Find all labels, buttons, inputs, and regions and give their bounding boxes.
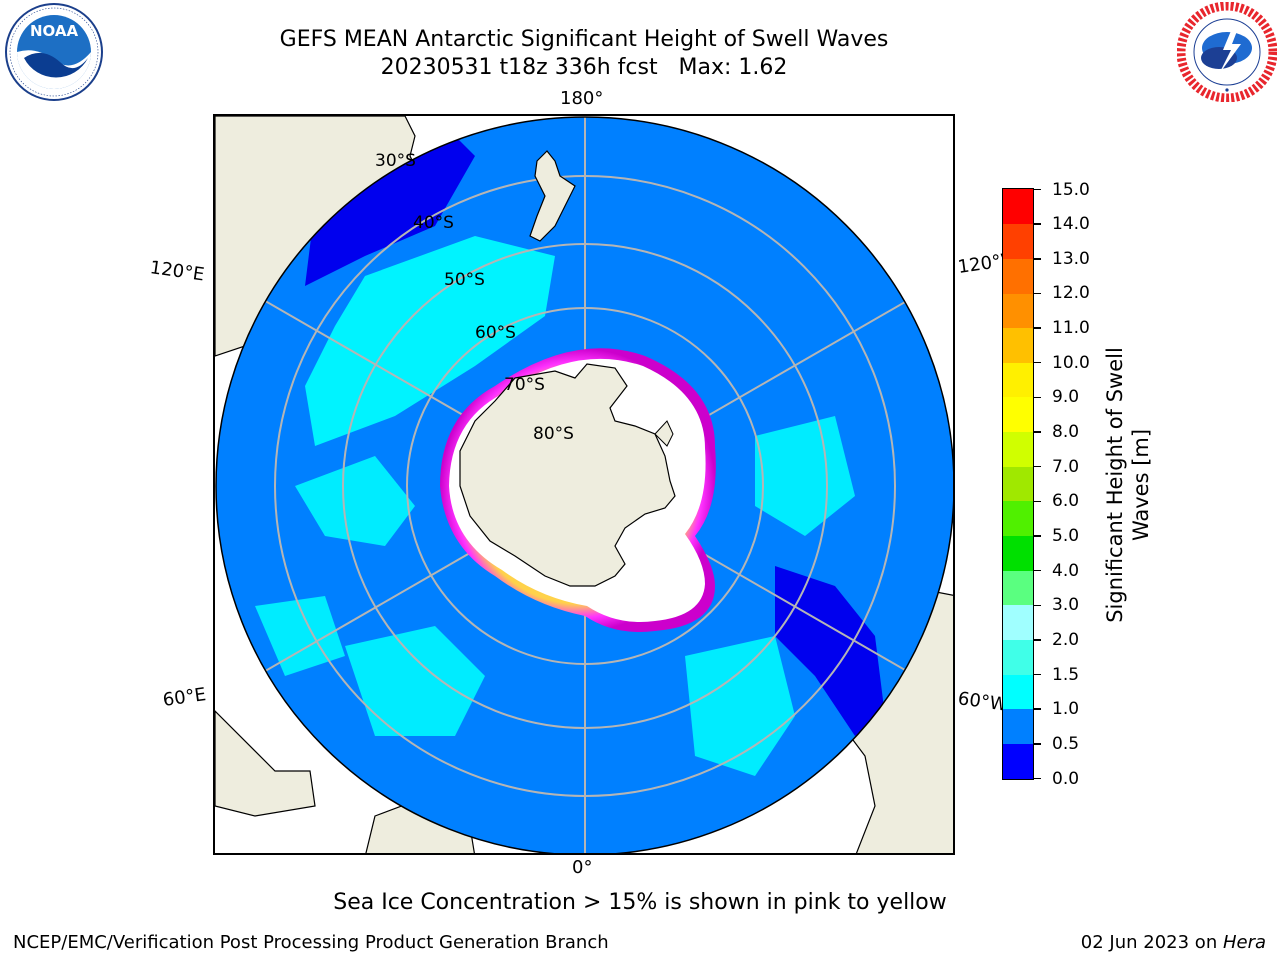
- colorbar-segment: [1003, 466, 1033, 502]
- land-antarctic-peninsula: [654, 420, 674, 447]
- colorbar-tick: [1034, 327, 1041, 329]
- footer-system: Hera: [1222, 932, 1266, 953]
- lat-label-30s: 30°S: [375, 151, 416, 171]
- lat-label-60s: 60°S: [475, 323, 516, 343]
- colorbar-tick: [1034, 639, 1041, 641]
- lat-label-80s: 80°S: [533, 424, 574, 444]
- colorbar-segment: [1003, 431, 1033, 467]
- colorbar-tick: [1034, 673, 1041, 676]
- chart-subtitle: 20230531 t18z 336h fcst Max: 1.62: [380, 55, 788, 80]
- lat-label-40s: 40°S: [413, 213, 454, 233]
- colorbar-segment: [1003, 535, 1033, 571]
- footer-date-text: 02 Jun 2023 on: [1080, 932, 1223, 953]
- colorbar-tick: [1034, 500, 1041, 503]
- sea-ice-caption: Sea Ice Concentration > 15% is shown in …: [333, 890, 947, 915]
- colorbar-tick: [1034, 396, 1041, 399]
- noaa-logo: NOAA: [5, 3, 103, 101]
- swell-patch-pacific-1: [755, 416, 855, 536]
- swell-low-band-tasman: [305, 136, 475, 286]
- colorbar-tick: [1034, 188, 1041, 191]
- lon-label-120e: 120°E: [148, 257, 206, 286]
- colorbar-segment: [1003, 292, 1033, 329]
- colorbar-tick-label: 14.0: [1052, 214, 1090, 235]
- colorbar-tick: [1034, 708, 1041, 710]
- land-antarctica: [459, 363, 676, 587]
- colorbar-tick-label: 0.0: [1052, 768, 1080, 789]
- lon-label-60e: 60°E: [161, 684, 208, 711]
- colorbar-tick-label: 6.0: [1052, 491, 1080, 512]
- colorbar-segment: [1003, 396, 1033, 433]
- swell-patch-indian-2: [295, 456, 415, 546]
- lon-label-0: 0°: [572, 857, 593, 878]
- swell-patch-atlantic-3: [685, 636, 795, 776]
- colorbar-tick-label: 11.0: [1052, 318, 1090, 339]
- colorbar-tick: [1034, 604, 1041, 606]
- colorbar-segment: [1003, 674, 1033, 710]
- footer-date: 02 Jun 2023 on Hera: [1081, 932, 1266, 953]
- colorbar-tick-label: 7.0: [1052, 456, 1080, 477]
- colorbar-tick: [1034, 743, 1041, 745]
- colorbar-segment: [1003, 500, 1033, 537]
- colorbar-tick: [1034, 292, 1041, 295]
- colorbar-tick: [1034, 569, 1041, 572]
- colorbar-tick: [1034, 535, 1041, 537]
- map-panel: [213, 114, 955, 855]
- colorbar-segment: [1003, 362, 1033, 398]
- colorbar-segment: [1003, 327, 1033, 363]
- colorbar-tick: [1034, 777, 1041, 780]
- swell-low-band-patagonia: [775, 566, 885, 736]
- colorbar: [1002, 188, 1034, 780]
- colorbar-tick-label: 8.0: [1052, 422, 1080, 443]
- colorbar-segment: [1003, 570, 1033, 606]
- colorbar-tick-label: 15.0: [1052, 179, 1090, 200]
- colorbar-tick: [1034, 431, 1041, 433]
- colorbar-segment: [1003, 743, 1033, 779]
- colorbar-segment: [1003, 708, 1033, 744]
- colorbar-segment: [1003, 639, 1033, 675]
- colorbar-label-line2: Waves [m]: [1129, 428, 1153, 542]
- colorbar-tick-label: 4.0: [1052, 560, 1080, 581]
- colorbar-tick-label: 10.0: [1052, 352, 1090, 373]
- lon-label-60w: 60°W: [956, 688, 1009, 716]
- data-disk: [216, 117, 953, 853]
- lat-label-50s: 50°S: [444, 270, 485, 290]
- noaa-wordmark: NOAA: [30, 22, 79, 40]
- footer-producer: NCEP/EMC/Verification Post Processing Pr…: [13, 932, 609, 953]
- colorbar-tick: [1034, 361, 1041, 364]
- colorbar-tick: [1034, 258, 1041, 260]
- colorbar-tick-label: 1.0: [1052, 699, 1080, 720]
- colorbar-tick-label: 9.0: [1052, 387, 1080, 408]
- map-disk-outline: [215, 116, 953, 853]
- colorbar-segment: [1003, 604, 1033, 640]
- colorbar-segment: [1003, 189, 1033, 225]
- colorbar-tick: [1034, 223, 1041, 225]
- polar-map: [215, 116, 953, 853]
- colorbar-label-line1: Significant Height of Swell: [1103, 347, 1127, 623]
- colorbar-segment: [1003, 258, 1033, 294]
- lon-label-180: 180°: [560, 88, 604, 109]
- chart-title: GEFS MEAN Antarctic Significant Height o…: [279, 27, 889, 52]
- colorbar-tick-label: 3.0: [1052, 595, 1080, 616]
- colorbar-segment: [1003, 223, 1033, 259]
- colorbar-tick-label: 13.0: [1052, 248, 1090, 269]
- swell-patch-indian-1: [305, 236, 555, 446]
- colorbar-tick: [1034, 465, 1041, 468]
- colorbar-tick-label: 5.0: [1052, 525, 1080, 546]
- colorbar-tick-label: 1.5: [1052, 664, 1080, 685]
- nws-logo: [1177, 2, 1277, 102]
- colorbar-label: Significant Height of Swell Waves [m]: [1102, 347, 1154, 623]
- swell-patch-atlantic-1: [255, 596, 345, 676]
- colorbar-tick-label: 12.0: [1052, 283, 1090, 304]
- swell-patch-atlantic-2: [345, 626, 485, 736]
- lat-label-70s: 70°S: [504, 375, 545, 395]
- land-africa-south: [215, 710, 316, 817]
- colorbar-tick-label: 2.0: [1052, 629, 1080, 650]
- land-new-zealand: [529, 150, 576, 242]
- colorbar-tick-label: 0.5: [1052, 733, 1080, 754]
